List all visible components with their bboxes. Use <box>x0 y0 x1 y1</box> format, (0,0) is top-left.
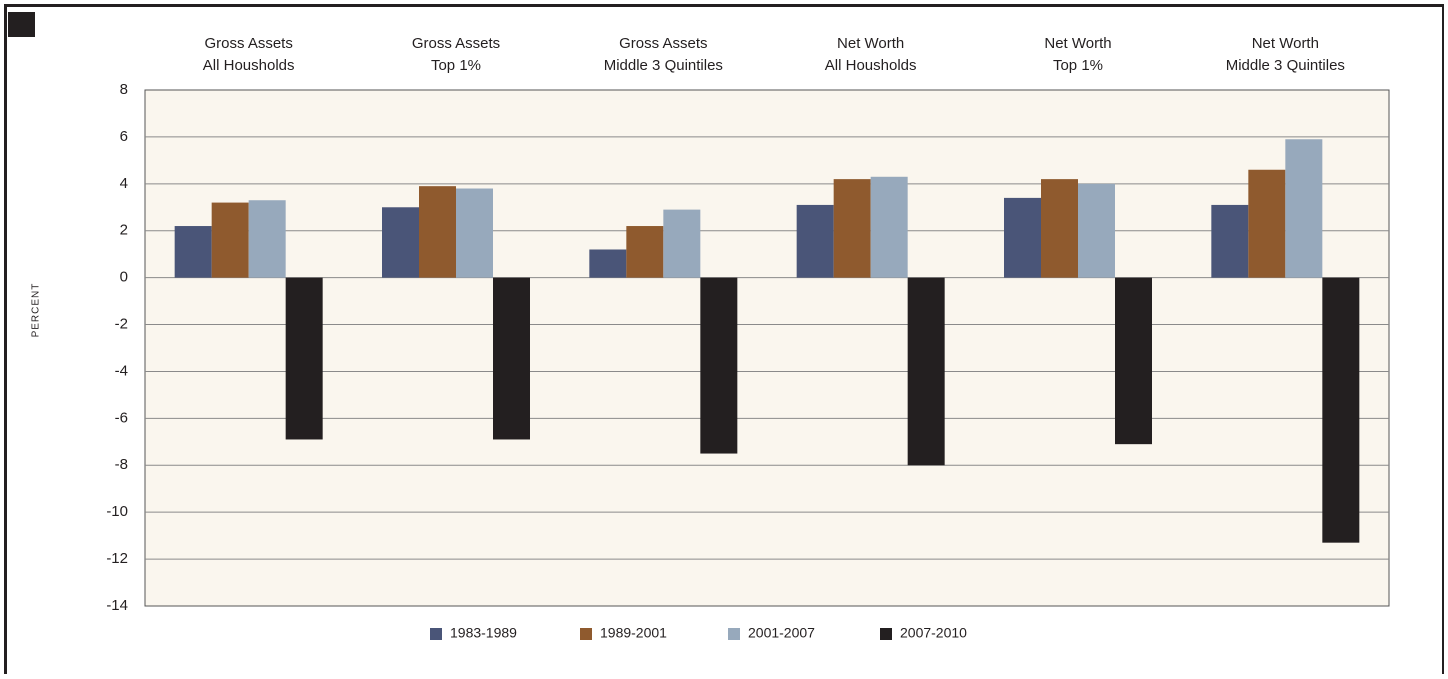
bar <box>248 200 286 278</box>
bar <box>663 209 701 278</box>
bar <box>1211 204 1249 278</box>
legend-swatch <box>728 628 740 640</box>
bar <box>1041 179 1078 278</box>
x-tick-label: Gross Assets <box>204 35 292 52</box>
bar <box>419 186 456 278</box>
bar <box>456 188 493 278</box>
x-tick-label: Middle 3 Quintiles <box>1226 57 1345 74</box>
x-tick-label: All Housholds <box>825 57 917 74</box>
legend-swatch <box>580 628 592 640</box>
x-tick-label: Middle 3 Quintiles <box>604 57 723 74</box>
bar <box>700 277 738 454</box>
bar <box>1115 277 1152 445</box>
bar <box>1004 197 1041 278</box>
bar <box>1248 169 1286 278</box>
y-tick-label: 6 <box>120 128 128 145</box>
x-tick-label: Net Worth <box>1044 35 1111 52</box>
y-tick-label: 0 <box>120 269 128 286</box>
bar <box>796 204 834 278</box>
bar <box>907 277 945 466</box>
bar <box>833 179 871 278</box>
y-tick-label: -10 <box>106 503 128 520</box>
x-tick-label: All Housholds <box>203 57 295 74</box>
bar <box>493 277 530 440</box>
frame-right <box>1442 4 1444 674</box>
bar <box>626 226 664 278</box>
bar <box>589 249 627 278</box>
legend-label: 2007-2010 <box>900 625 967 641</box>
y-tick-label: 2 <box>120 222 128 239</box>
bar <box>211 202 249 278</box>
y-tick-label: -8 <box>115 456 128 473</box>
legend-swatch <box>880 628 892 640</box>
y-tick-label: -4 <box>115 362 128 379</box>
legend-swatch <box>430 628 442 640</box>
y-axis-title: PERCENT <box>31 283 42 338</box>
frame-left <box>4 4 7 674</box>
bar <box>870 176 908 278</box>
x-tick-label: Net Worth <box>837 35 904 52</box>
frame-top <box>4 4 1444 7</box>
x-tick-label: Gross Assets <box>619 35 707 52</box>
legend-label: 1983-1989 <box>450 625 517 641</box>
bar <box>174 226 212 278</box>
legend-label: 2001-2007 <box>748 625 815 641</box>
y-tick-label: -6 <box>115 409 128 426</box>
y-tick-label: -12 <box>106 550 128 567</box>
y-tick-label: -14 <box>106 597 128 614</box>
x-tick-label: Top 1% <box>1053 57 1103 74</box>
plot-area <box>144 89 1390 607</box>
bar <box>285 277 323 440</box>
corner-mark <box>8 12 35 37</box>
bar <box>382 207 419 278</box>
legend-label: 1989-2001 <box>600 625 667 641</box>
x-tick-label: Net Worth <box>1252 35 1319 52</box>
y-tick-label: -2 <box>115 316 128 333</box>
bar <box>1285 139 1323 278</box>
y-tick-label: 4 <box>120 175 128 192</box>
x-tick-label: Gross Assets <box>412 35 500 52</box>
bar <box>1078 183 1115 278</box>
x-tick-label: Top 1% <box>431 57 481 74</box>
y-tick-label: 8 <box>120 81 128 98</box>
bar <box>1322 277 1360 543</box>
